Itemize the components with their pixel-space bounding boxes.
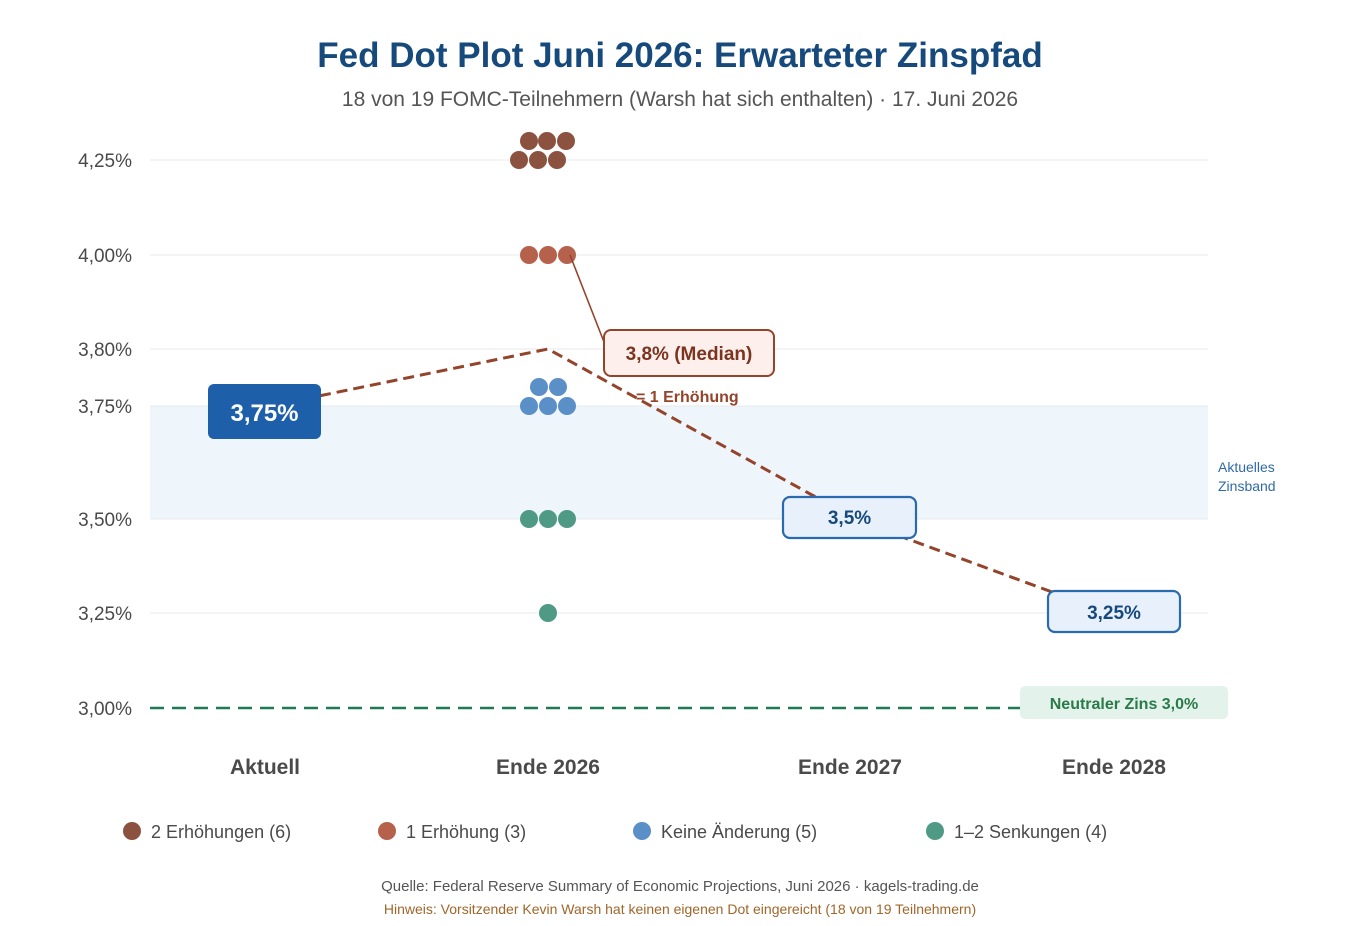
dot-no_change — [558, 397, 576, 415]
median-connector-line — [569, 254, 605, 343]
x-tick-label: Ende 2027 — [798, 756, 902, 779]
dot-cuts — [520, 510, 538, 528]
end-2027-box — [781, 495, 918, 540]
legend-marker-no_change — [633, 822, 651, 840]
dot-no_change — [520, 397, 538, 415]
neutral-rate-label-bg — [1020, 686, 1228, 719]
y-tick-label: 3,80% — [78, 340, 132, 361]
median-path-layer — [269, 347, 1053, 594]
callout-layer: 3,75% 3,8% (Median) = 1 Erhöhung 3,5% 3,25% — [208, 254, 1182, 634]
neutral-rate-layer: Neutraler Zins 3,0% — [150, 686, 1228, 719]
chart-subtitle: 18 von 19 FOMC-Teilnehmern (Warsh hat si… — [342, 88, 1018, 111]
legend-marker-two_hikes — [123, 822, 141, 840]
dot-one_hike — [539, 246, 557, 264]
dot-two_hikes — [538, 132, 556, 150]
x-axis: Aktuell Ende 2026 Ende 2027 Ende 2028 — [230, 756, 1166, 779]
end-2028-box — [1046, 589, 1182, 634]
legend-marker-one_hike — [378, 822, 396, 840]
legend: 2 Erhöhungen (6) 1 Erhöhung (3) Keine Ände… — [123, 822, 1107, 842]
y-tick-label: 4,00% — [78, 246, 132, 267]
dot-no_change — [530, 378, 548, 396]
dot-cuts — [539, 510, 557, 528]
dot-two_hikes — [520, 132, 538, 150]
x-tick-label: Ende 2028 — [1062, 756, 1166, 779]
band-label-line2: Zinsband — [1218, 478, 1276, 494]
legend-label: 1–2 Senkungen (4) — [954, 822, 1107, 842]
current-rate-box — [208, 384, 321, 439]
dot-one_hike — [520, 246, 538, 264]
legend-label: 1 Erhöhung (3) — [406, 822, 526, 842]
median-2026-label: 3,8% (Median) — [626, 344, 753, 365]
y-tick-label: 4,25% — [78, 151, 132, 172]
dot-two_hikes — [510, 151, 528, 169]
dots-layer — [510, 132, 576, 622]
source-text: Quelle: Federal Reserve Summary of Econo… — [381, 878, 979, 895]
neutral-rate-label: Neutraler Zins 3,0% — [1050, 696, 1199, 713]
end-2027-label: 3,5% — [828, 508, 871, 529]
dot-cuts — [558, 510, 576, 528]
dot-cuts — [539, 604, 557, 622]
y-axis: 4,25% 4,00% 3,80% 3,75% 3,50% 3,25% 3,00% — [78, 151, 132, 720]
legend-label: 2 Erhöhungen (6) — [151, 822, 291, 842]
y-tick-label: 3,00% — [78, 699, 132, 720]
note-text: Hinweis: Vorsitzender Kevin Warsh hat ke… — [384, 901, 976, 917]
x-tick-label: Aktuell — [230, 756, 300, 779]
dot-no_change — [549, 378, 567, 396]
median-2026-note: = 1 Erhöhung — [636, 389, 739, 406]
current-band-layer: Aktuelles Zinsband — [150, 406, 1276, 519]
dot-two_hikes — [557, 132, 575, 150]
legend-marker-cuts — [926, 822, 944, 840]
end-2028-label: 3,25% — [1087, 603, 1141, 624]
y-tick-label: 3,75% — [78, 397, 132, 418]
dot-two_hikes — [529, 151, 547, 169]
y-tick-label: 3,50% — [78, 510, 132, 531]
band-label-line1: Aktuelles — [1218, 459, 1275, 475]
y-tick-label: 3,25% — [78, 604, 132, 625]
median-2026-box — [603, 329, 775, 377]
median-path-line — [269, 347, 1053, 594]
x-tick-label: Ende 2026 — [496, 756, 600, 779]
dot-no_change — [539, 397, 557, 415]
dot-two_hikes — [548, 151, 566, 169]
current-band-rect — [150, 406, 1208, 519]
current-rate-label: 3,75% — [230, 400, 298, 427]
chart-title: Fed Dot Plot Juni 2026: Erwarteter Zinsp… — [317, 36, 1042, 75]
legend-label: Keine Änderung (5) — [661, 822, 817, 842]
